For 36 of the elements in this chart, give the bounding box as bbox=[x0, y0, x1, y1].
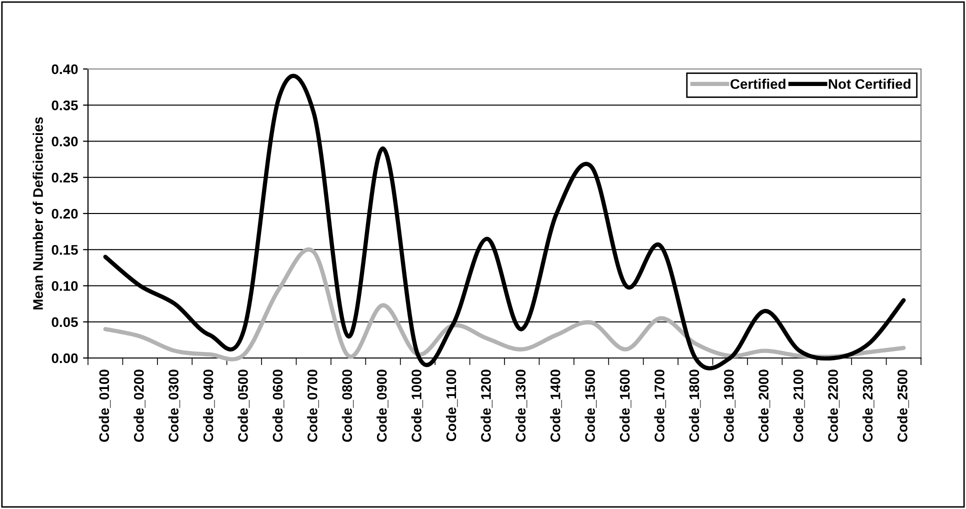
y-tick-label: 0.35 bbox=[52, 100, 78, 110]
y-axis-title: Mean Number of Deficiencies bbox=[32, 117, 43, 310]
x-tick-label: Code_1400 bbox=[550, 370, 562, 442]
x-tick-label: Code_1900 bbox=[724, 370, 736, 442]
x-tick-label: Code_0700 bbox=[307, 370, 319, 442]
y-tick-label: 0.25 bbox=[52, 172, 78, 183]
y-tick-label: 0.40 bbox=[52, 64, 78, 74]
legend-label: Certified bbox=[730, 78, 786, 89]
x-tick-label: Code_1000 bbox=[411, 370, 424, 442]
x-tick-label: Code_1300 bbox=[515, 370, 528, 442]
y-tick-label: 0.00 bbox=[52, 353, 78, 364]
x-tick-label: Code_2200 bbox=[828, 370, 840, 442]
x-tick-label: Code_0300 bbox=[168, 370, 180, 442]
x-tick-label: Code_1100 bbox=[446, 370, 458, 442]
x-tick-label: Code_1200 bbox=[480, 370, 492, 442]
y-tick-label: 0.15 bbox=[52, 244, 78, 255]
x-tick-label: Code_1800 bbox=[688, 370, 701, 442]
legend-label: Not Certified bbox=[828, 78, 910, 89]
y-tick-label: 0.30 bbox=[52, 136, 78, 146]
x-tick-label: Code_2000 bbox=[758, 370, 770, 442]
x-tick-label: Code_1700 bbox=[654, 370, 666, 442]
y-tick-label: 0.05 bbox=[52, 317, 78, 328]
x-tick-label: Code_2300 bbox=[862, 370, 874, 442]
y-tick-label: 0.20 bbox=[52, 208, 78, 219]
x-tick-label: Code_0500 bbox=[238, 370, 250, 442]
x-tick-label: Code_2500 bbox=[897, 370, 909, 442]
y-tick-label: 0.10 bbox=[52, 281, 78, 291]
x-tick-label: Code_1600 bbox=[620, 370, 632, 442]
x-tick-label: Code_2100 bbox=[793, 370, 805, 442]
x-tick-label: Code_1500 bbox=[584, 370, 597, 442]
x-tick-label: Code_0400 bbox=[203, 370, 215, 442]
x-tick-label: Code_0100 bbox=[98, 370, 111, 442]
x-tick-label: Code_0800 bbox=[342, 370, 354, 442]
x-tick-label: Code_0200 bbox=[134, 370, 146, 442]
x-tick-label: Code_0900 bbox=[376, 370, 388, 442]
x-tick-label: Code_0600 bbox=[272, 370, 284, 442]
